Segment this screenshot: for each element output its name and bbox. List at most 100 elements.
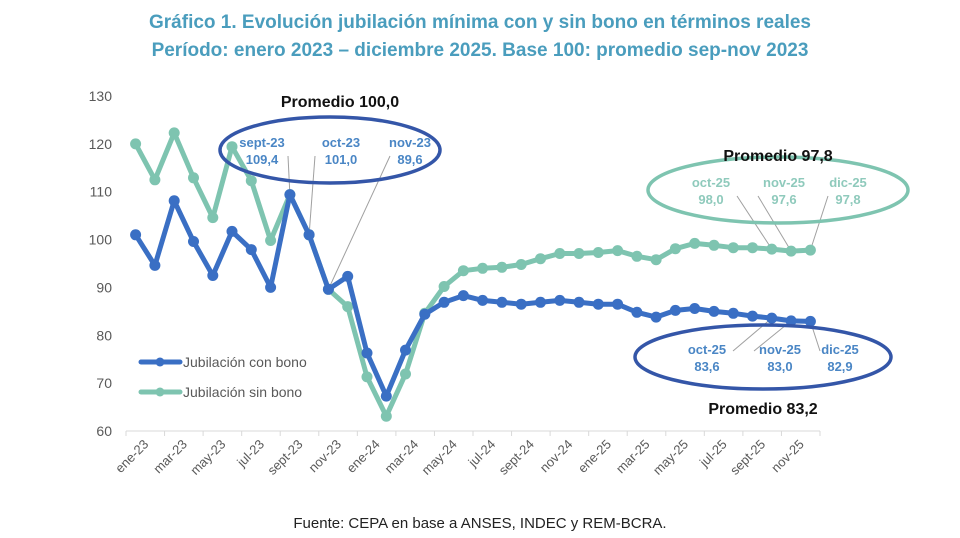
data-point (207, 212, 219, 224)
data-point (554, 294, 566, 306)
data-point (689, 237, 701, 249)
legend-item: Jubilación sin bono (138, 384, 302, 400)
x-tick-label: may-24 (419, 437, 460, 478)
data-point (631, 250, 643, 262)
data-point (322, 283, 334, 295)
data-point (438, 281, 450, 292)
data-point (747, 310, 758, 322)
data-point (400, 368, 411, 380)
x-tick-label: mar-25 (613, 437, 653, 477)
series-con-bono (130, 189, 816, 402)
annotation-month: dic-25 (829, 175, 867, 190)
x-tick-label: jul-25 (696, 437, 730, 471)
data-point (669, 243, 681, 255)
data-point (496, 296, 508, 308)
y-tick-label: 90 (96, 279, 112, 295)
y-tick-label: 120 (89, 136, 113, 152)
leader-line (308, 155, 316, 235)
data-point (245, 244, 257, 256)
data-point (380, 390, 392, 402)
annotation-month: nov-25 (763, 175, 805, 190)
x-tick-label: ene-23 (112, 437, 151, 476)
y-axis: 60 70 80 90 100 110 120 130 (89, 88, 113, 439)
x-tick-label: mar-23 (150, 437, 190, 477)
annotation-value: 109,4 (246, 152, 279, 167)
leader-line (327, 155, 391, 290)
x-tick-label: jul-24 (465, 437, 499, 471)
data-point (535, 253, 546, 265)
data-point (496, 261, 508, 273)
data-point (380, 410, 392, 422)
data-point (245, 175, 257, 187)
annotation-value: 98,0 (698, 192, 723, 207)
data-point (515, 298, 527, 310)
chart-title: Gráfico 1. Evolución jubilación mínima c… (149, 12, 811, 33)
data-point (477, 262, 489, 274)
data-point (188, 172, 199, 184)
data-point (804, 315, 816, 327)
series-sin-bono (130, 127, 816, 422)
x-tick-label: ene-25 (575, 437, 614, 476)
data-point (226, 225, 238, 237)
data-point (130, 138, 142, 150)
annotation-month: nov-23 (389, 135, 431, 150)
data-point (438, 296, 450, 308)
annotation-value: 83,0 (767, 359, 792, 374)
data-point (149, 174, 161, 186)
annotation-sin-bono: oct-25 98,0 nov-25 97,6 dic-25 97,8 Promedio 9… (646, 148, 910, 225)
y-tick-label: 100 (89, 232, 113, 248)
annotation-con-bono: oct-25 83,6 nov-25 83,0 dic-25 82,9 Promedio 8… (633, 323, 893, 418)
data-point (457, 265, 469, 277)
data-point (766, 243, 778, 255)
data-point (804, 244, 816, 256)
legend-label: Jubilación con bono (183, 354, 307, 370)
data-point (130, 229, 142, 241)
annotation-month: nov-25 (759, 342, 801, 357)
annotation-month: oct-25 (692, 175, 730, 190)
data-point (188, 236, 199, 247)
data-point (342, 270, 354, 282)
data-point (669, 304, 681, 316)
series-layer (130, 127, 816, 422)
data-point (766, 312, 778, 324)
x-tick-label: ene-24 (343, 437, 382, 476)
annotation-value: 97,6 (771, 192, 796, 207)
data-point (631, 306, 643, 318)
annotation-heading: Promedio 83,2 (708, 401, 817, 418)
y-tick-label: 110 (90, 184, 113, 200)
data-point (727, 307, 739, 319)
data-point (265, 281, 277, 293)
x-tick-label: sept-25 (727, 437, 768, 478)
data-point (612, 245, 624, 257)
data-point (708, 305, 720, 317)
data-point (727, 242, 739, 254)
y-tick-label: 70 (96, 375, 112, 391)
x-tick-label: sept-24 (496, 437, 537, 478)
data-point (226, 141, 238, 153)
data-point (342, 301, 354, 313)
annotation-value: 83,6 (694, 359, 719, 374)
data-point (650, 311, 662, 323)
data-point (785, 245, 797, 257)
data-point (592, 247, 604, 258)
data-point (573, 296, 585, 308)
annotation-heading: Promedio 97,8 (723, 148, 832, 165)
chart-subtitle: Período: enero 2023 – diciembre 2025. Ba… (152, 40, 809, 61)
data-point (400, 344, 411, 356)
data-point (168, 195, 180, 207)
data-point (573, 248, 585, 259)
annotation-ellipse (218, 115, 442, 185)
x-tick-label: sept-23 (264, 437, 305, 478)
annotation-heading: Promedio 100,0 (281, 94, 399, 111)
annotation-month: dic-25 (821, 342, 859, 357)
data-point (477, 294, 489, 306)
data-point (419, 308, 431, 320)
data-point (265, 235, 277, 246)
data-point (284, 189, 296, 201)
data-point (207, 270, 219, 281)
data-point (612, 298, 624, 310)
x-tick-label: nov-25 (768, 437, 807, 476)
annotation-base: sept-23 109,4 oct-23 101,0 nov-23 89,6 Promedi… (218, 94, 442, 185)
data-point (457, 290, 469, 302)
